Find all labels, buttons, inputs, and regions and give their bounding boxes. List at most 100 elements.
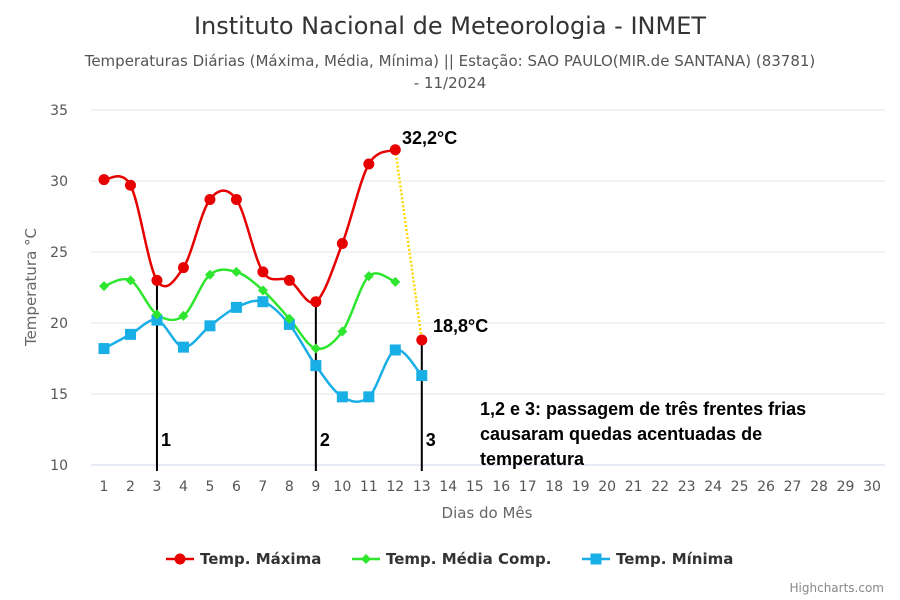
x-tick-label-3: 3 xyxy=(153,479,162,495)
x-tick-label-20: 20 xyxy=(598,479,616,495)
series-1-point-5 xyxy=(204,193,216,205)
y-tick-label-30: 30 xyxy=(50,174,68,190)
y-axis-ticks: 10 15 20 25 30 35 xyxy=(50,103,68,474)
x-tick-label-2: 2 xyxy=(126,479,135,495)
x-axis-title: Dias do Mês xyxy=(442,504,533,522)
x-tick-label-27: 27 xyxy=(784,479,802,495)
legend-marker-1 xyxy=(174,553,186,565)
x-tick-label-19: 19 xyxy=(572,479,590,495)
series-3-point-11 xyxy=(363,391,375,403)
series-2-point-12 xyxy=(390,276,401,287)
legend-label-2: Temp. Média Comp. xyxy=(386,550,551,568)
series-1-point-1 xyxy=(98,174,110,186)
series-3-point-6 xyxy=(230,301,242,313)
series-2-point-3 xyxy=(151,309,162,320)
cold-front-markers: 1 2 3 xyxy=(155,280,436,471)
x-tick-label-10: 10 xyxy=(333,479,351,495)
series-1-point-11 xyxy=(363,158,375,170)
note-line-1: 1,2 e 3: passagem de três frentes frias xyxy=(480,399,806,419)
legend-marker-3 xyxy=(590,553,602,565)
y-tick-label-10: 10 xyxy=(50,458,68,474)
series-3-point-12 xyxy=(389,344,401,356)
x-tick-label-12: 12 xyxy=(386,479,404,495)
x-tick-label-25: 25 xyxy=(731,479,749,495)
series-3-point-1 xyxy=(98,343,110,355)
series-3-point-9 xyxy=(310,360,322,372)
series-line-2 xyxy=(103,268,396,351)
legend-marker-2 xyxy=(361,554,371,564)
series-1-point-2 xyxy=(124,179,136,191)
series-2-point-10 xyxy=(337,326,348,337)
x-tick-label-28: 28 xyxy=(810,479,828,495)
x-tick-label-21: 21 xyxy=(625,479,643,495)
x-tick-label-23: 23 xyxy=(678,479,696,495)
x-tick-label-15: 15 xyxy=(466,479,484,495)
min-value-label: 18,8°C xyxy=(433,316,488,336)
chart-title: Instituto Nacional de Meteorologia - INM… xyxy=(194,12,706,40)
x-axis-ticks: 1 2 3 4 5 6 7 8 9 10 11 12 13 14 15 16 17 18 19 20 21 22 23 24 2… xyxy=(100,479,881,495)
note-line-3: temperatura xyxy=(480,449,585,469)
series-1-point-9 xyxy=(310,296,322,308)
series-1-point-4 xyxy=(177,262,189,274)
x-tick-label-16: 16 xyxy=(492,479,510,495)
x-tick-label-11: 11 xyxy=(360,479,378,495)
series-1-point-6 xyxy=(230,193,242,205)
series-3-point-4 xyxy=(177,341,189,353)
x-tick-label-6: 6 xyxy=(232,479,241,495)
marker-label-1: 1 xyxy=(161,430,171,450)
series-1-point-3 xyxy=(151,274,163,286)
series-2-point-9 xyxy=(310,343,321,354)
series-2-point-2 xyxy=(125,275,136,286)
extra-point-13 xyxy=(416,334,428,346)
points-layer xyxy=(98,144,428,403)
series-1-point-7 xyxy=(257,266,269,278)
x-tick-label-8: 8 xyxy=(285,479,294,495)
series-3-point-10 xyxy=(336,391,348,403)
x-tick-label-22: 22 xyxy=(651,479,669,495)
y-tick-label-15: 15 xyxy=(50,387,68,403)
legend: Temp. Máxima Temp. Média Comp. Temp. Mínim… xyxy=(166,550,733,568)
x-tick-label-4: 4 xyxy=(179,479,188,495)
series-3-point-2 xyxy=(124,328,136,340)
x-tick-label-13: 13 xyxy=(413,479,431,495)
series-2-point-8 xyxy=(284,313,295,324)
marker-label-2: 2 xyxy=(320,430,330,450)
series-3-point-3 xyxy=(151,314,163,326)
y-tick-label-20: 20 xyxy=(50,316,68,332)
x-tick-label-29: 29 xyxy=(837,479,855,495)
note-line-2: causaram quedas acentuadas de xyxy=(480,424,762,444)
series-3-point-7 xyxy=(257,296,269,308)
chart-subtitle-line-1: Temperaturas Diárias (Máxima, Média, Mín… xyxy=(84,52,816,70)
x-tick-label-26: 26 xyxy=(757,479,775,495)
series-2-point-6 xyxy=(231,266,242,277)
x-tick-label-24: 24 xyxy=(704,479,722,495)
max-value-label: 32,2°C xyxy=(402,128,457,148)
x-tick-label-7: 7 xyxy=(258,479,267,495)
marker-label-3: 3 xyxy=(426,430,436,450)
chart-subtitle-line-2: - 11/2024 xyxy=(414,74,487,92)
y-tick-label-35: 35 xyxy=(50,103,68,119)
series-3-point-5 xyxy=(204,320,216,332)
y-tick-label-25: 25 xyxy=(50,245,68,261)
y-axis-title: Temperatura °C xyxy=(22,228,40,347)
legend-label-3: Temp. Mínima xyxy=(616,550,733,568)
series-line-1 xyxy=(103,148,396,304)
series-2-point-7 xyxy=(257,285,268,296)
grid xyxy=(91,109,885,466)
x-tick-label-30: 30 xyxy=(863,479,881,495)
drop-line xyxy=(394,149,424,341)
series-1-point-12 xyxy=(389,144,401,156)
series-3-point-13 xyxy=(416,370,428,382)
drop-line-layer xyxy=(394,149,424,341)
series-1-point-8 xyxy=(283,274,295,286)
series-2-point-11 xyxy=(363,271,374,282)
x-tick-label-5: 5 xyxy=(205,479,214,495)
series-2-point-5 xyxy=(204,269,215,280)
x-tick-label-9: 9 xyxy=(311,479,320,495)
chart-credits[interactable]: Highcharts.com xyxy=(790,581,884,595)
series-1-point-10 xyxy=(336,237,348,249)
series-2-point-1 xyxy=(99,281,109,292)
x-tick-label-14: 14 xyxy=(439,479,457,495)
series-3-point-8 xyxy=(283,318,295,330)
